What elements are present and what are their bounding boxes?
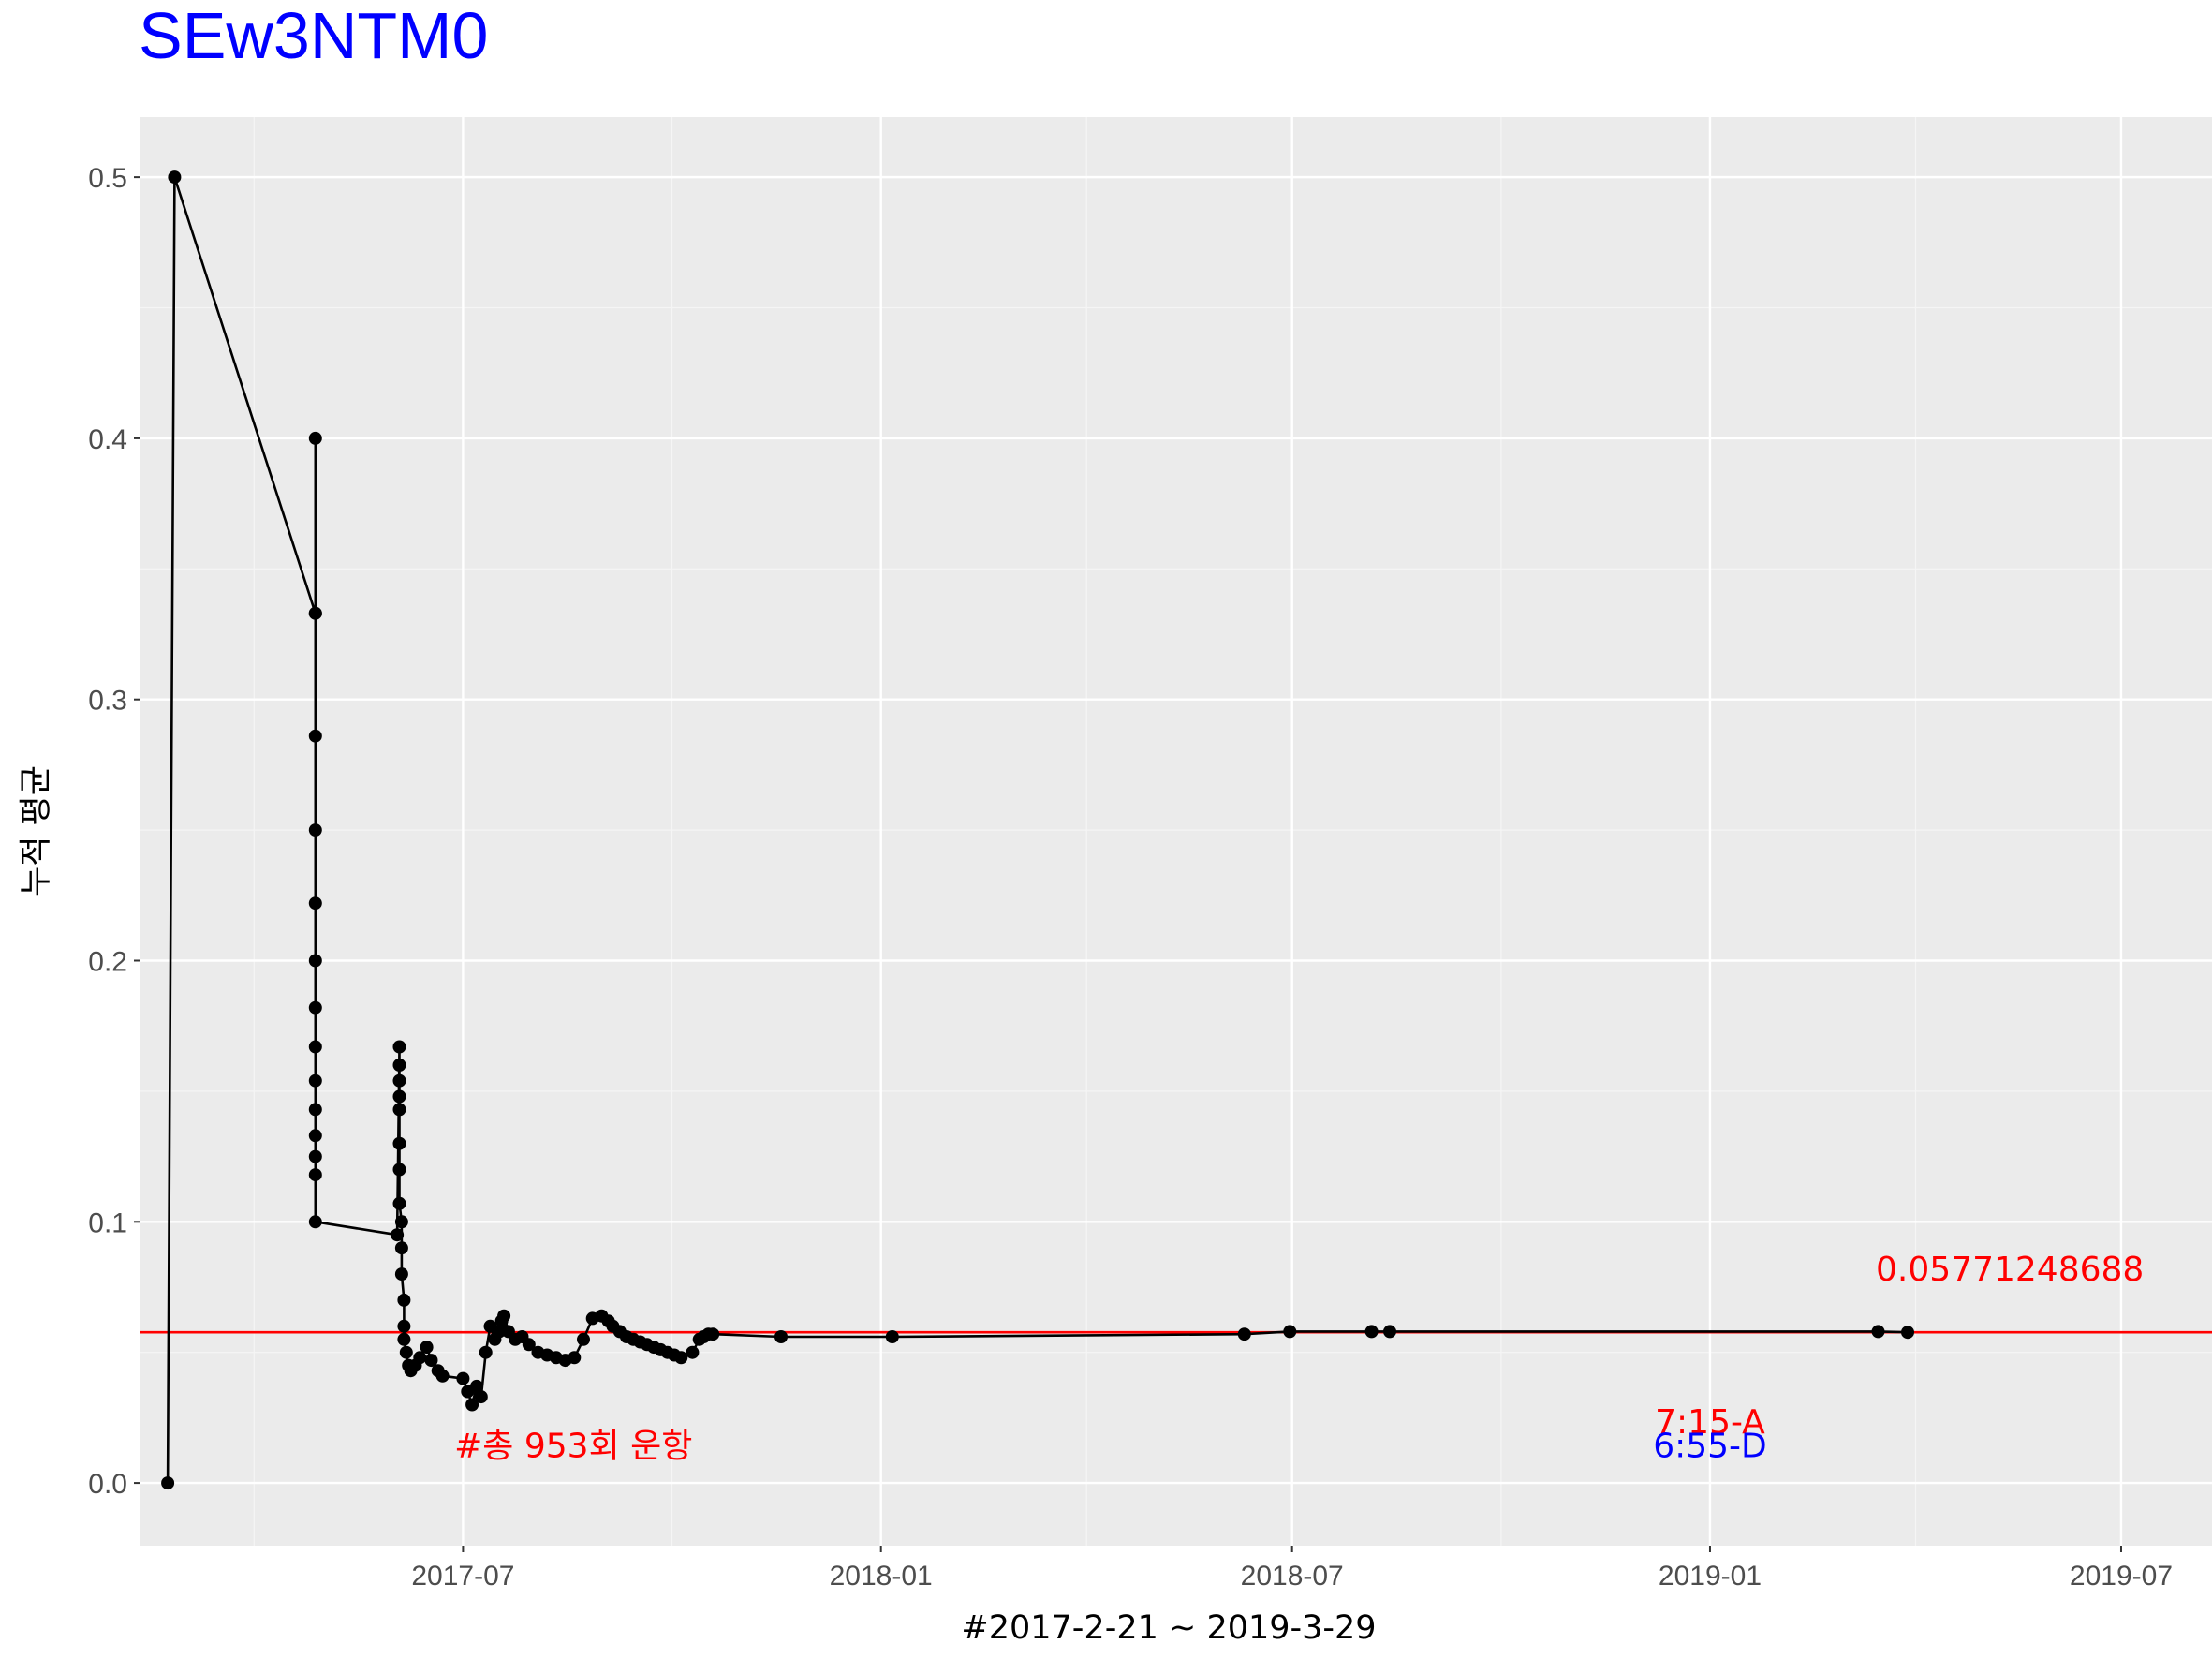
data-point [308, 431, 322, 445]
y-tick-label: 0.0 [88, 1469, 127, 1500]
annotations: 0.05771248688 #총 953회 운항 7:15-A6:55-D [454, 1251, 2144, 1465]
data-point [308, 1168, 322, 1182]
data-point [308, 1074, 322, 1088]
data-point [397, 1332, 411, 1346]
data-point [308, 606, 322, 620]
data-point [308, 729, 322, 743]
series-cumulative-mean [161, 170, 1914, 1490]
data-point [308, 1103, 322, 1117]
data-point [308, 1149, 322, 1163]
data-point [168, 170, 182, 185]
data-point [1283, 1325, 1297, 1339]
data-point [885, 1330, 899, 1343]
data-point [394, 1267, 408, 1281]
data-point [161, 1476, 175, 1490]
data-point [399, 1345, 413, 1359]
chart-title: SEw3NTM0 [139, 0, 488, 72]
data-point [497, 1309, 511, 1323]
data-point [568, 1351, 582, 1365]
data-point [522, 1338, 536, 1352]
plot-panel [140, 117, 2212, 1546]
data-point [420, 1341, 434, 1355]
x-tick-label: 2018-07 [1241, 1561, 1344, 1592]
data-point [493, 1325, 507, 1339]
data-point [479, 1345, 493, 1359]
data-point [308, 1000, 322, 1015]
data-point [674, 1351, 688, 1365]
data-point [392, 1136, 406, 1150]
data-point [424, 1354, 438, 1368]
data-point [470, 1379, 483, 1393]
x-tick-label: 2018-01 [830, 1561, 933, 1592]
y-tick-label: 0.5 [88, 163, 127, 194]
x-tick-label: 2017-07 [411, 1561, 514, 1592]
annotation-text: #총 953회 운항 [454, 1427, 692, 1465]
data-point [308, 823, 322, 837]
data-point [1383, 1325, 1396, 1339]
data-point [392, 1089, 406, 1104]
y-tick-label: 0.3 [88, 686, 127, 717]
x-axis-title: #2017-2-21 ~ 2019-3-29 [961, 1609, 1376, 1647]
data-point [392, 1040, 406, 1054]
data-point [308, 1215, 322, 1229]
data-point [392, 1163, 406, 1177]
data-point [397, 1319, 411, 1333]
data-point [394, 1215, 408, 1229]
data-point [392, 1059, 406, 1072]
data-point [774, 1330, 788, 1343]
data-point [394, 1241, 408, 1255]
y-tick-label: 0.1 [88, 1207, 127, 1238]
annotation-text: 6:55-D [1653, 1427, 1767, 1465]
data-point [1364, 1325, 1379, 1339]
data-point [1871, 1325, 1885, 1339]
data-point [392, 1103, 406, 1117]
data-point [456, 1371, 470, 1385]
data-point [435, 1369, 450, 1383]
data-point [706, 1327, 720, 1341]
data-point [308, 1129, 322, 1143]
x-tick-label: 2019-07 [2070, 1561, 2173, 1592]
data-point [308, 1040, 322, 1054]
x-tick-label: 2019-01 [1659, 1561, 1762, 1592]
data-point [465, 1398, 479, 1412]
data-point [392, 1074, 406, 1088]
data-point [474, 1390, 488, 1404]
y-tick-label: 0.4 [88, 424, 127, 455]
data-point [413, 1351, 427, 1365]
data-point [1237, 1327, 1251, 1341]
data-point [308, 896, 322, 911]
data-point [392, 1196, 406, 1210]
annotation-text: 0.05771248688 [1876, 1251, 2144, 1289]
data-point [577, 1332, 590, 1346]
y-tick-label: 0.2 [88, 947, 127, 978]
data-point [397, 1293, 411, 1307]
y-axis-title: 누적 평균 [18, 765, 55, 896]
data-point [686, 1345, 700, 1359]
annotation-text: 7:15-A [1655, 1403, 1765, 1442]
data-point [1901, 1326, 1914, 1340]
data-point [308, 954, 322, 968]
axes: 0.0 0.1 0.2 0.3 0.4 0.5 2017-07 2018-01 2018-07 2… [88, 163, 2173, 1592]
data-point [391, 1228, 405, 1242]
grid-lines [140, 117, 2212, 1546]
